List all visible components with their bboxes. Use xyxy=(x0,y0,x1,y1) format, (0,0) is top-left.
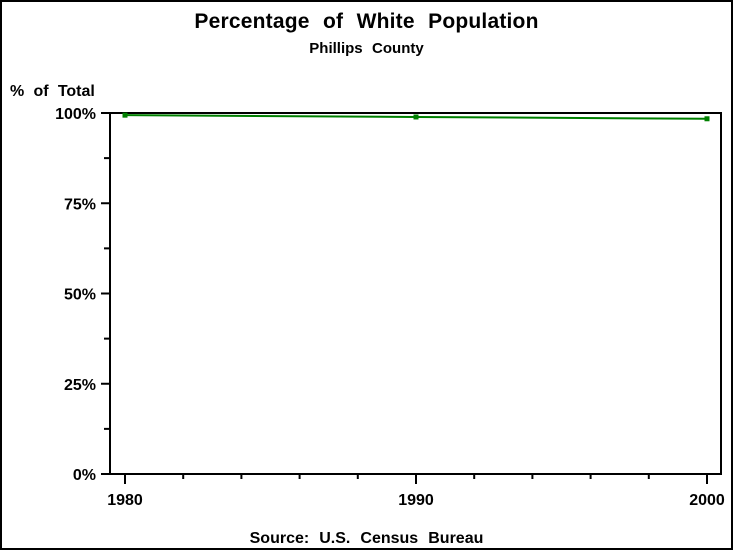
data-point-marker xyxy=(413,114,419,120)
x-axis-tick-label: 1980 xyxy=(107,492,143,509)
data-point-marker xyxy=(704,116,710,122)
x-axis-tick-label: 1990 xyxy=(398,492,434,509)
y-axis-tick-label: 0% xyxy=(73,467,96,484)
y-axis-tick-label: 75% xyxy=(64,196,96,213)
chart-subtitle: Phillips County xyxy=(309,40,424,57)
y-axis-title: % of Total xyxy=(10,83,95,100)
x-axis-tick-label: 2000 xyxy=(689,492,725,509)
y-axis-tick-label: 25% xyxy=(64,377,96,394)
data-point-marker xyxy=(122,112,128,118)
plot-frame xyxy=(109,112,722,475)
y-axis-tick-label: 100% xyxy=(55,106,96,123)
source-note: Source: U.S. Census Bureau xyxy=(249,530,484,547)
y-axis-tick-label: 50% xyxy=(64,287,96,304)
chart-title: Percentage of White Population xyxy=(194,10,539,33)
